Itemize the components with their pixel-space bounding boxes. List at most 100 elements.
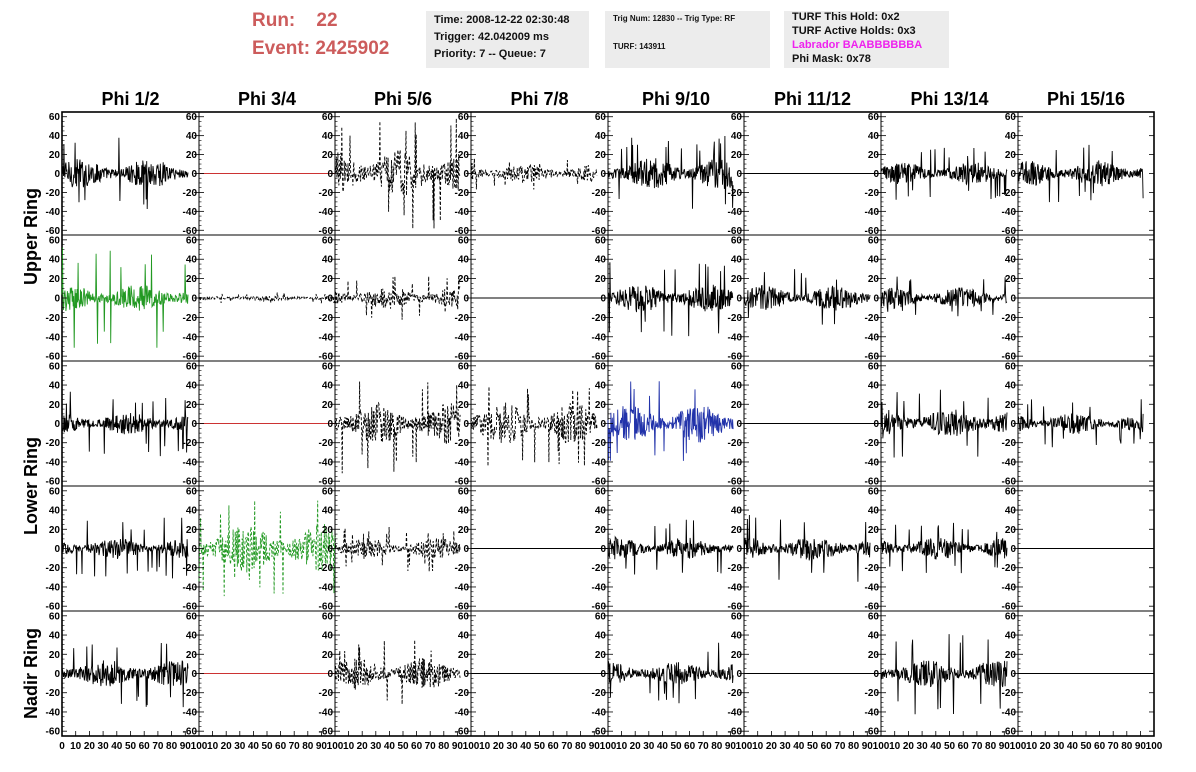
y-tick-label: 20	[458, 400, 470, 411]
y-tick-label: 40	[1005, 131, 1017, 142]
y-tick-label: 20	[595, 525, 607, 536]
x-tick-label: 80	[985, 741, 997, 752]
y-tick-label: -40	[728, 457, 743, 468]
y-tick-label: -60	[592, 727, 607, 738]
x-tick-label: 30	[917, 741, 929, 752]
y-tick-label: 40	[458, 255, 470, 266]
waveform-trace	[607, 519, 734, 575]
x-tick-label: 80	[166, 741, 178, 752]
y-tick-label: 20	[186, 525, 198, 536]
y-tick-label: 0	[873, 544, 879, 555]
y-tick-label: -40	[46, 332, 61, 343]
panel-r3-c3: -60 -40 -20 0 20 40 60	[319, 361, 471, 488]
column-header-7: Phi 13/14	[910, 89, 988, 109]
y-tick-label: 20	[49, 525, 61, 536]
y-tick-label: -40	[183, 207, 198, 218]
x-tick-label: 80	[1121, 741, 1133, 752]
y-tick-label: -20	[46, 313, 61, 324]
y-tick-label: 20	[731, 150, 743, 161]
y-tick-label: 0	[463, 669, 469, 680]
y-tick-label: -40	[46, 582, 61, 593]
y-tick-label: -40	[1002, 707, 1017, 718]
y-tick-label: 0	[1010, 669, 1016, 680]
y-tick-label: -40	[592, 332, 607, 343]
x-tick-label: 50	[807, 741, 819, 752]
y-tick-label: -20	[1002, 313, 1017, 324]
y-tick-label: -60	[728, 727, 743, 738]
x-tick-label: 30	[234, 741, 246, 752]
y-tick-label: 20	[322, 400, 334, 411]
y-tick-label: -40	[865, 207, 880, 218]
y-tick-label: 20	[1005, 274, 1017, 285]
y-tick-label: 0	[327, 419, 333, 430]
column-header-3: Phi 5/6	[374, 89, 432, 109]
x-tick-label: 40	[793, 741, 805, 752]
panel-r5-c4: -60 -40 -20 0 20 40 60	[455, 611, 608, 738]
y-tick-label: -40	[455, 457, 470, 468]
y-tick-label: -60	[1002, 602, 1017, 613]
y-tick-label: 60	[322, 112, 334, 123]
y-tick-label: -60	[46, 226, 61, 237]
panel-r5-c2: -60 -40 -20 0 20 40 60	[183, 611, 335, 738]
y-tick-label: -20	[592, 438, 607, 449]
event-label: Event:	[252, 38, 311, 59]
x-tick-label: 20	[493, 741, 505, 752]
x-tick-label: 70	[971, 741, 983, 752]
x-tick-label: 90	[862, 741, 874, 752]
row-label-1: Upper Ring	[21, 188, 41, 285]
y-tick-label: 40	[1005, 381, 1017, 392]
x-tick-label: 70	[698, 741, 710, 752]
y-tick-label: 40	[868, 131, 880, 142]
y-tick-label: -60	[183, 226, 198, 237]
x-tick-label: 90	[180, 741, 192, 752]
row-label-3: Nadir Ring	[21, 628, 41, 719]
x-tick-label: 60	[1094, 741, 1106, 752]
y-tick-label: -20	[728, 563, 743, 574]
y-tick-label: 20	[595, 274, 607, 285]
y-tick-label: 60	[595, 112, 607, 123]
waveform-trace	[607, 642, 734, 704]
y-tick-label: 0	[463, 169, 469, 180]
panel-r1-c6: -60 -40 -20 0 20 40 60	[728, 112, 881, 237]
y-tick-label: 0	[600, 544, 606, 555]
x-tick-label: 80	[848, 741, 860, 752]
y-tick-label: 60	[186, 486, 198, 497]
y-tick-label: 40	[595, 255, 607, 266]
x-tick-label: 10	[889, 741, 901, 752]
y-tick-label: -20	[455, 188, 470, 199]
panel-r2-c7: -60 -40 -20 0 20 40 60	[865, 235, 1018, 363]
y-tick-label: 0	[191, 169, 197, 180]
panel-r3-c6: -60 -40 -20 0 20 40 60	[728, 361, 881, 488]
y-tick-label: -20	[455, 438, 470, 449]
waveform-trace	[743, 269, 871, 325]
waveform-trace	[607, 135, 734, 209]
y-tick-label: 60	[49, 486, 61, 497]
x-tick-label: 30	[98, 741, 110, 752]
y-tick-label: 60	[186, 112, 198, 123]
y-tick-label: -20	[183, 563, 198, 574]
y-tick-label: -60	[46, 727, 61, 738]
x-tick-label: 50	[125, 741, 137, 752]
labrador-text: Labrador BAABBBBBBA	[792, 39, 923, 51]
y-tick-label: -40	[728, 582, 743, 593]
y-tick-label: -20	[865, 188, 880, 199]
y-tick-label: -20	[183, 688, 198, 699]
y-tick-label: 40	[1005, 255, 1017, 266]
x-tick-label: 20	[84, 741, 96, 752]
y-tick-label: -40	[46, 707, 61, 718]
y-tick-label: 20	[595, 650, 607, 661]
y-tick-label: 20	[186, 400, 198, 411]
y-tick-label: -20	[1002, 563, 1017, 574]
y-tick-label: -40	[455, 582, 470, 593]
y-tick-label: 20	[868, 525, 880, 536]
y-tick-label: -20	[1002, 188, 1017, 199]
y-tick-label: -20	[865, 438, 880, 449]
panel-r4-c5: -60 -40 -20 0 20 40 60	[592, 486, 744, 613]
run-label: Run:	[252, 10, 296, 31]
y-tick-label: 60	[868, 235, 880, 246]
y-tick-label: 0	[736, 169, 742, 180]
y-tick-label: -60	[1002, 352, 1017, 363]
y-tick-label: -40	[865, 332, 880, 343]
y-tick-label: 20	[49, 650, 61, 661]
x-tick-label: 100	[1146, 741, 1163, 752]
